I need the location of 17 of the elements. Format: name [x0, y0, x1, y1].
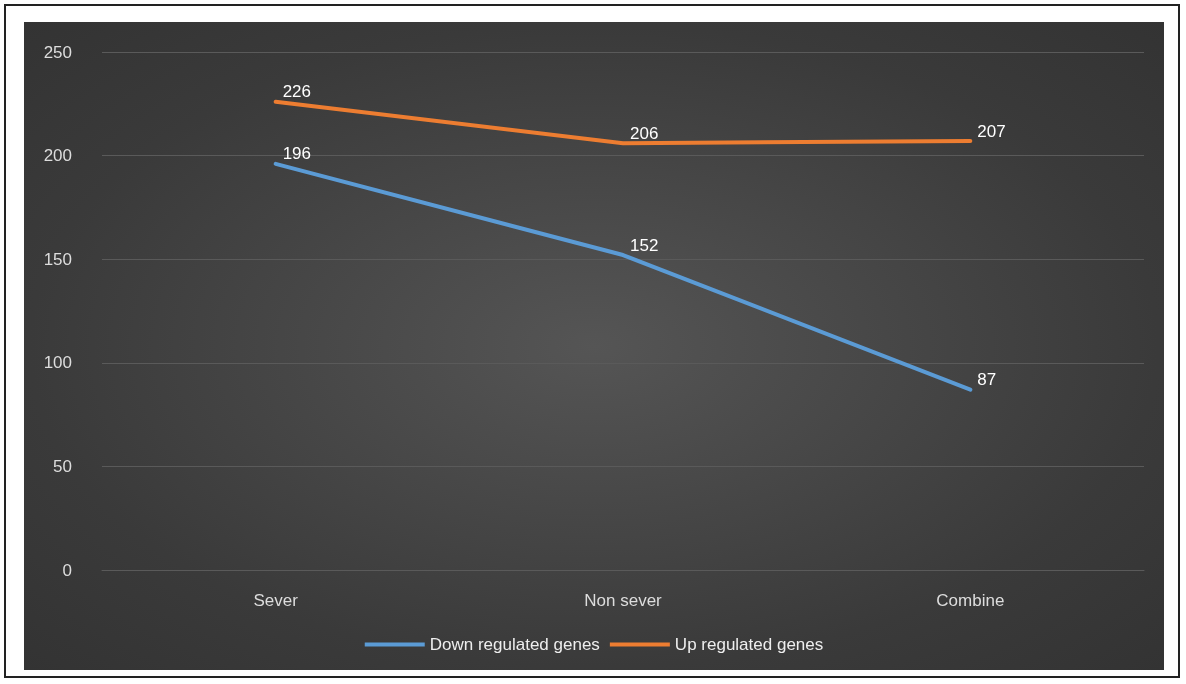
y-tick-label: 150 — [43, 249, 72, 269]
y-tick-label: 50 — [53, 456, 72, 476]
x-tick-label: Non sever — [584, 591, 663, 610]
y-tick-label: 100 — [43, 353, 72, 373]
data-label: 206 — [630, 123, 659, 143]
legend-label: Up regulated genes — [674, 635, 824, 654]
x-tick-label: Sever — [253, 591, 299, 610]
data-label: 152 — [630, 235, 659, 255]
data-label: 226 — [282, 82, 312, 102]
y-tick-label: 200 — [43, 146, 72, 166]
data-label: 196 — [282, 144, 312, 164]
legend-label: Down regulated genes — [429, 635, 600, 654]
y-tick-label: 250 — [43, 42, 72, 62]
y-tick-label: 0 — [62, 560, 72, 580]
x-tick-label: Combine — [936, 591, 1005, 610]
data-label: 207 — [977, 121, 1006, 141]
data-label: 87 — [977, 370, 997, 390]
